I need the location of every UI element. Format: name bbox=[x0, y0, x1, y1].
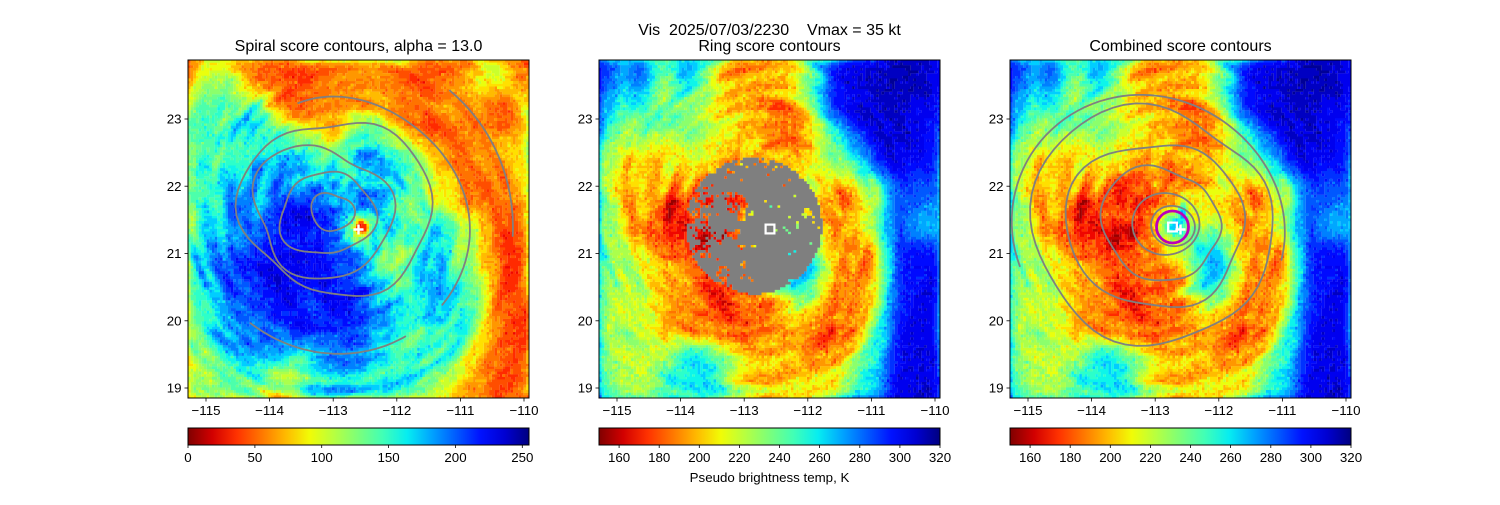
svg-text:−111: −111 bbox=[446, 403, 474, 418]
svg-text:300: 300 bbox=[1300, 450, 1322, 465]
svg-text:Combined score contours: Combined score contours bbox=[1089, 38, 1271, 55]
svg-text:260: 260 bbox=[809, 450, 831, 465]
svg-text:280: 280 bbox=[849, 450, 871, 465]
svg-text:Ring score contours: Ring score contours bbox=[698, 38, 840, 55]
svg-text:−115: −115 bbox=[1014, 403, 1043, 418]
svg-text:22: 22 bbox=[989, 179, 1004, 194]
svg-text:260: 260 bbox=[1220, 450, 1242, 465]
svg-text:Vis 2025/07/03/2230 Vmax =: Vis 2025/07/03/2230 Vmax = 35 kt bbox=[638, 22, 901, 39]
svg-text:0: 0 bbox=[184, 450, 191, 465]
svg-text:−114: −114 bbox=[666, 403, 695, 418]
svg-text:150: 150 bbox=[378, 450, 400, 465]
svg-text:20: 20 bbox=[578, 313, 593, 328]
svg-text:−114: −114 bbox=[255, 403, 284, 418]
svg-text:−114: −114 bbox=[1077, 403, 1106, 418]
svg-text:−115: −115 bbox=[192, 403, 221, 418]
svg-text:Pseudo brightness temp, K: Pseudo brightness temp, K bbox=[690, 470, 850, 485]
svg-text:200: 200 bbox=[688, 450, 710, 465]
svg-text:240: 240 bbox=[1179, 450, 1201, 465]
svg-text:−112: −112 bbox=[382, 403, 411, 418]
svg-text:21: 21 bbox=[989, 246, 1004, 261]
svg-text:−110: −110 bbox=[921, 403, 950, 418]
svg-text:220: 220 bbox=[728, 450, 750, 465]
svg-text:−110: −110 bbox=[510, 403, 539, 418]
svg-text:23: 23 bbox=[167, 112, 182, 127]
svg-text:23: 23 bbox=[578, 112, 593, 127]
svg-text:180: 180 bbox=[648, 450, 670, 465]
svg-text:−111: −111 bbox=[1268, 403, 1296, 418]
svg-text:320: 320 bbox=[1340, 450, 1362, 465]
svg-text:160: 160 bbox=[608, 450, 630, 465]
svg-text:22: 22 bbox=[578, 179, 593, 194]
svg-text:−110: −110 bbox=[1332, 403, 1361, 418]
svg-text:20: 20 bbox=[989, 313, 1004, 328]
svg-text:280: 280 bbox=[1260, 450, 1282, 465]
svg-text:−113: −113 bbox=[1141, 403, 1170, 418]
svg-text:240: 240 bbox=[768, 450, 790, 465]
svg-text:300: 300 bbox=[889, 450, 911, 465]
svg-text:22: 22 bbox=[167, 179, 182, 194]
svg-text:Spiral score contours, alpha =: Spiral score contours, alpha = 13.0 bbox=[235, 38, 483, 55]
svg-text:23: 23 bbox=[989, 112, 1004, 127]
svg-text:−111: −111 bbox=[857, 403, 885, 418]
svg-text:−115: −115 bbox=[603, 403, 632, 418]
svg-text:100: 100 bbox=[311, 450, 333, 465]
svg-text:19: 19 bbox=[578, 381, 593, 396]
svg-text:200: 200 bbox=[1099, 450, 1121, 465]
svg-text:21: 21 bbox=[578, 246, 593, 261]
svg-text:50: 50 bbox=[248, 450, 263, 465]
svg-text:21: 21 bbox=[167, 246, 182, 261]
svg-text:180: 180 bbox=[1059, 450, 1081, 465]
svg-text:220: 220 bbox=[1139, 450, 1161, 465]
svg-text:160: 160 bbox=[1019, 450, 1041, 465]
svg-text:−112: −112 bbox=[1204, 403, 1233, 418]
svg-text:19: 19 bbox=[989, 381, 1004, 396]
svg-text:−112: −112 bbox=[793, 403, 822, 418]
svg-text:250: 250 bbox=[511, 450, 533, 465]
svg-text:19: 19 bbox=[167, 381, 182, 396]
svg-text:320: 320 bbox=[929, 450, 951, 465]
svg-text:20: 20 bbox=[167, 313, 182, 328]
svg-text:200: 200 bbox=[444, 450, 466, 465]
svg-text:−113: −113 bbox=[730, 403, 759, 418]
svg-text:−113: −113 bbox=[319, 403, 348, 418]
